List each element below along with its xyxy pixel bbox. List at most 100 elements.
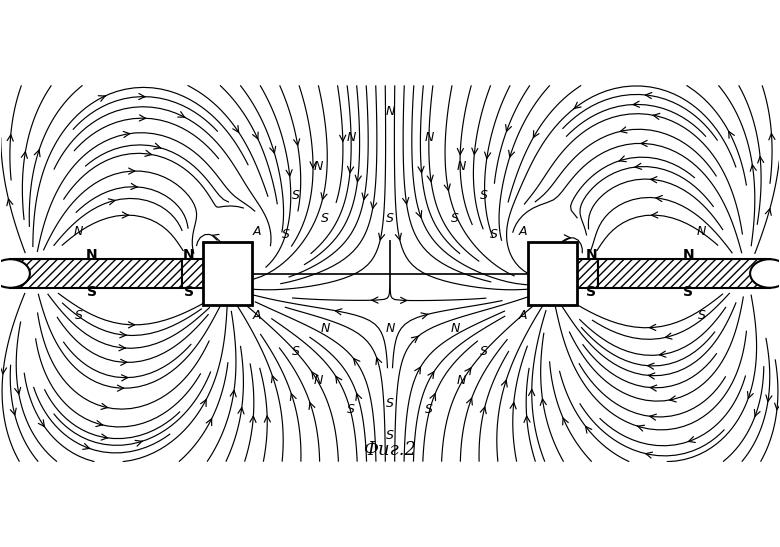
FancyArrowPatch shape xyxy=(7,199,12,206)
FancyArrowPatch shape xyxy=(669,396,676,402)
FancyArrowPatch shape xyxy=(650,324,656,330)
FancyArrowPatch shape xyxy=(129,168,135,174)
Text: S: S xyxy=(282,228,290,241)
FancyArrowPatch shape xyxy=(769,133,775,140)
Text: N: N xyxy=(385,322,395,335)
FancyArrowPatch shape xyxy=(131,183,137,189)
Text: S: S xyxy=(75,309,83,322)
Bar xyxy=(527,242,577,305)
FancyArrowPatch shape xyxy=(635,163,642,170)
Text: S: S xyxy=(184,284,194,299)
FancyArrowPatch shape xyxy=(101,404,108,409)
Text: N: N xyxy=(456,374,466,387)
FancyArrowPatch shape xyxy=(321,193,327,200)
Text: S: S xyxy=(386,397,394,410)
Text: S: S xyxy=(321,212,329,225)
Text: S: S xyxy=(425,403,433,416)
FancyArrowPatch shape xyxy=(118,385,124,391)
FancyArrowPatch shape xyxy=(573,102,581,109)
Text: S: S xyxy=(347,403,355,416)
Text: S: S xyxy=(480,189,488,202)
FancyArrowPatch shape xyxy=(411,336,419,342)
FancyArrowPatch shape xyxy=(10,408,16,415)
FancyArrowPatch shape xyxy=(96,421,103,427)
FancyArrowPatch shape xyxy=(400,297,407,304)
FancyArrowPatch shape xyxy=(15,387,20,394)
FancyArrowPatch shape xyxy=(465,368,471,375)
FancyArrowPatch shape xyxy=(119,331,126,338)
Text: N: N xyxy=(314,160,324,173)
Text: S: S xyxy=(697,309,705,322)
FancyArrowPatch shape xyxy=(294,139,300,146)
FancyArrowPatch shape xyxy=(312,372,318,379)
FancyArrowPatch shape xyxy=(7,135,13,141)
FancyArrowPatch shape xyxy=(541,399,546,405)
FancyArrowPatch shape xyxy=(264,416,271,422)
FancyArrowPatch shape xyxy=(348,166,353,173)
FancyArrowPatch shape xyxy=(140,115,146,121)
FancyArrowPatch shape xyxy=(238,408,244,414)
Ellipse shape xyxy=(0,259,30,288)
FancyArrowPatch shape xyxy=(34,150,40,157)
FancyArrowPatch shape xyxy=(232,125,239,132)
Bar xyxy=(183,259,250,288)
FancyArrowPatch shape xyxy=(427,175,433,182)
FancyArrowPatch shape xyxy=(766,395,772,401)
FancyArrowPatch shape xyxy=(645,92,652,98)
Text: S: S xyxy=(586,284,596,299)
Text: S: S xyxy=(386,429,394,442)
FancyArrowPatch shape xyxy=(379,233,385,240)
FancyArrowPatch shape xyxy=(562,418,569,425)
FancyArrowPatch shape xyxy=(309,403,315,410)
FancyArrowPatch shape xyxy=(139,94,145,100)
Text: S: S xyxy=(292,189,300,202)
FancyArrowPatch shape xyxy=(472,148,478,154)
Text: S: S xyxy=(386,212,394,225)
FancyArrowPatch shape xyxy=(633,101,640,107)
FancyArrowPatch shape xyxy=(418,166,424,173)
FancyArrowPatch shape xyxy=(362,193,368,200)
FancyArrowPatch shape xyxy=(457,148,463,155)
FancyArrowPatch shape xyxy=(372,297,378,303)
FancyArrowPatch shape xyxy=(620,127,627,133)
Text: N: N xyxy=(697,225,706,238)
FancyArrowPatch shape xyxy=(178,112,185,118)
FancyArrowPatch shape xyxy=(129,322,135,328)
FancyArrowPatch shape xyxy=(38,420,44,427)
FancyArrowPatch shape xyxy=(484,152,491,159)
FancyArrowPatch shape xyxy=(271,376,277,383)
FancyArrowPatch shape xyxy=(336,376,342,383)
Bar xyxy=(10,259,183,288)
FancyArrowPatch shape xyxy=(428,372,434,379)
FancyArrowPatch shape xyxy=(122,212,129,218)
FancyArrowPatch shape xyxy=(310,162,316,168)
FancyArrowPatch shape xyxy=(335,309,342,315)
FancyArrowPatch shape xyxy=(529,389,535,395)
FancyArrowPatch shape xyxy=(402,197,409,204)
FancyArrowPatch shape xyxy=(98,96,105,101)
Bar xyxy=(10,259,183,288)
FancyArrowPatch shape xyxy=(121,359,127,365)
Text: N: N xyxy=(385,105,395,118)
FancyArrowPatch shape xyxy=(415,367,420,374)
FancyArrowPatch shape xyxy=(648,373,655,379)
FancyArrowPatch shape xyxy=(430,394,435,400)
FancyArrowPatch shape xyxy=(564,235,570,241)
FancyArrowPatch shape xyxy=(651,385,657,391)
Bar xyxy=(203,242,253,305)
FancyArrowPatch shape xyxy=(230,391,236,397)
FancyArrowPatch shape xyxy=(509,150,515,157)
Text: A: A xyxy=(519,309,527,322)
FancyArrowPatch shape xyxy=(656,195,662,201)
FancyArrowPatch shape xyxy=(750,165,757,171)
FancyArrowPatch shape xyxy=(1,368,6,374)
Text: A: A xyxy=(253,309,261,322)
FancyArrowPatch shape xyxy=(119,345,126,351)
FancyArrowPatch shape xyxy=(206,419,211,426)
FancyArrowPatch shape xyxy=(101,434,108,440)
FancyArrowPatch shape xyxy=(353,358,360,365)
FancyArrowPatch shape xyxy=(586,427,592,433)
FancyArrowPatch shape xyxy=(651,177,657,183)
Text: N: N xyxy=(585,248,597,263)
Text: A: A xyxy=(253,225,261,238)
